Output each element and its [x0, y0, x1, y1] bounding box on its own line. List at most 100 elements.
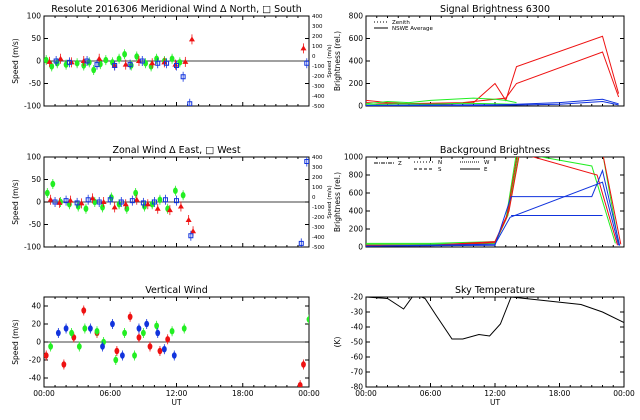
data-point-blue: [74, 200, 80, 206]
y-tick-label: 1000: [344, 153, 363, 162]
y-tick-label: 0: [358, 102, 363, 111]
chart-skytemp: Sky Temperature -80 -70 -60 -50 -40 -30 -20 00:0…: [333, 285, 635, 407]
y-tick-label: -30: [351, 308, 363, 317]
y-tick-label: 400: [349, 57, 364, 66]
data-point-green: [124, 205, 130, 212]
data-point-blue: [55, 329, 61, 337]
x-tick-label: 06:00: [420, 389, 442, 398]
data-point-green: [113, 356, 119, 364]
data-point-red: [182, 58, 189, 64]
data-point-green: [100, 204, 105, 211]
data-point-red: [44, 352, 49, 359]
chart-vertical: Vertical Wind -40 -20 0 20 40 00:00 06:00 12:00 1…: [11, 285, 320, 407]
y-tick-label: -100: [24, 243, 41, 252]
y2-tick-label: -400: [312, 235, 325, 241]
data-point-blue: [87, 325, 93, 332]
chart-meridional: Resolute 2016306 Meridional Wind Δ North…: [11, 4, 333, 111]
data-point-red: [165, 336, 171, 343]
legend-label: S: [438, 167, 442, 173]
data-point-green: [140, 329, 146, 337]
data-point-red: [57, 55, 64, 61]
legend-label-average: NSWE Average: [392, 26, 433, 32]
data-point-blue: [174, 63, 179, 68]
chart-title: Resolute 2016306 Meridional Wind Δ North…: [51, 4, 302, 15]
series-line-blue-2: [366, 168, 621, 247]
data-layer: [44, 157, 309, 247]
data-point-blue: [304, 159, 309, 164]
data-point-blue: [155, 60, 161, 66]
series-line-red-2: [366, 51, 620, 105]
y-tick-label: 50: [31, 175, 41, 184]
y-tick-label: 200: [349, 79, 364, 88]
chart-signal: Signal Brightness 6300 0 200 400 600 800 Brigh…: [333, 4, 625, 111]
data-point-green: [50, 180, 56, 188]
data-point-red: [61, 361, 67, 368]
data-point-red: [149, 60, 156, 66]
data-point-blue: [129, 198, 135, 204]
series-line-red-2: [366, 157, 618, 247]
data-point-blue: [110, 320, 115, 328]
y2-tick-label: 300: [312, 165, 323, 171]
x-axis-label: UT: [171, 398, 181, 407]
y2-tick-label: 0: [312, 54, 316, 60]
legend-label: E: [484, 167, 488, 173]
legend-label: W: [484, 160, 490, 166]
data-point-green: [122, 51, 128, 58]
y2-tick-label: 200: [312, 34, 323, 40]
data-point-blue: [144, 320, 150, 328]
y-axis-label: Speed (m/s): [11, 179, 20, 225]
x-tick-label: 00:00: [298, 389, 320, 398]
y-axis-label: Brightness (rel.): [333, 31, 342, 91]
y-tick-label: -60: [351, 353, 363, 362]
x-tick-label: 00:00: [355, 389, 377, 398]
y-tick-label: -20: [351, 293, 363, 302]
data-point-green: [306, 316, 309, 323]
legend-label: Z: [398, 161, 402, 167]
data-point-blue: [136, 325, 142, 332]
data-point-blue: [140, 200, 146, 206]
data-point-blue: [127, 62, 133, 68]
y2-tick-label: -500: [312, 104, 325, 110]
chart-background: Background Brightness 0 200 400 600 800 1000 Br…: [333, 145, 625, 252]
y-tick-label: -40: [351, 323, 363, 332]
data-point-blue: [139, 58, 145, 64]
x-tick-label: 18:00: [232, 389, 254, 398]
data-point-red: [188, 36, 195, 42]
data-point-red: [147, 343, 153, 350]
y-tick-label: 50: [31, 34, 41, 43]
y2-tick-label: 100: [312, 44, 323, 50]
data-layer: [366, 157, 622, 247]
data-point-blue: [84, 58, 90, 64]
data-point-red: [166, 207, 173, 213]
data-point-green: [132, 352, 137, 359]
data-point-red: [127, 313, 133, 320]
data-point-red: [157, 347, 163, 355]
data-point-green: [172, 187, 178, 194]
data-point-blue: [100, 343, 105, 350]
data-point-green: [44, 56, 49, 64]
data-point-blue: [174, 198, 179, 204]
data-layer: [366, 35, 620, 106]
data-point-blue: [63, 325, 69, 332]
legend-label-zenith: Zenith: [392, 20, 410, 26]
data-point-green: [83, 205, 89, 212]
chart-title: Sky Temperature: [455, 285, 535, 296]
y-tick-label: -40: [29, 374, 41, 383]
data-point-red: [46, 58, 53, 64]
x-tick-label: 00:00: [613, 389, 635, 398]
data-point-blue: [94, 62, 100, 68]
data-point-red: [185, 217, 192, 222]
y-tick-label: -80: [351, 383, 363, 392]
data-point-green: [134, 53, 140, 60]
data-point-blue: [53, 58, 59, 64]
data-point-blue: [164, 60, 170, 66]
data-point-blue: [155, 329, 161, 337]
y2-tick-label: -300: [312, 225, 325, 231]
data-point-green: [154, 322, 160, 329]
series-line-green-2: [366, 102, 517, 106]
y2-tick-label: -100: [312, 64, 325, 70]
y-tick-label: 400: [349, 207, 364, 216]
y2-tick-label: 400: [312, 14, 323, 20]
y2-tick-label: -300: [312, 84, 325, 90]
data-point-red: [114, 347, 120, 355]
